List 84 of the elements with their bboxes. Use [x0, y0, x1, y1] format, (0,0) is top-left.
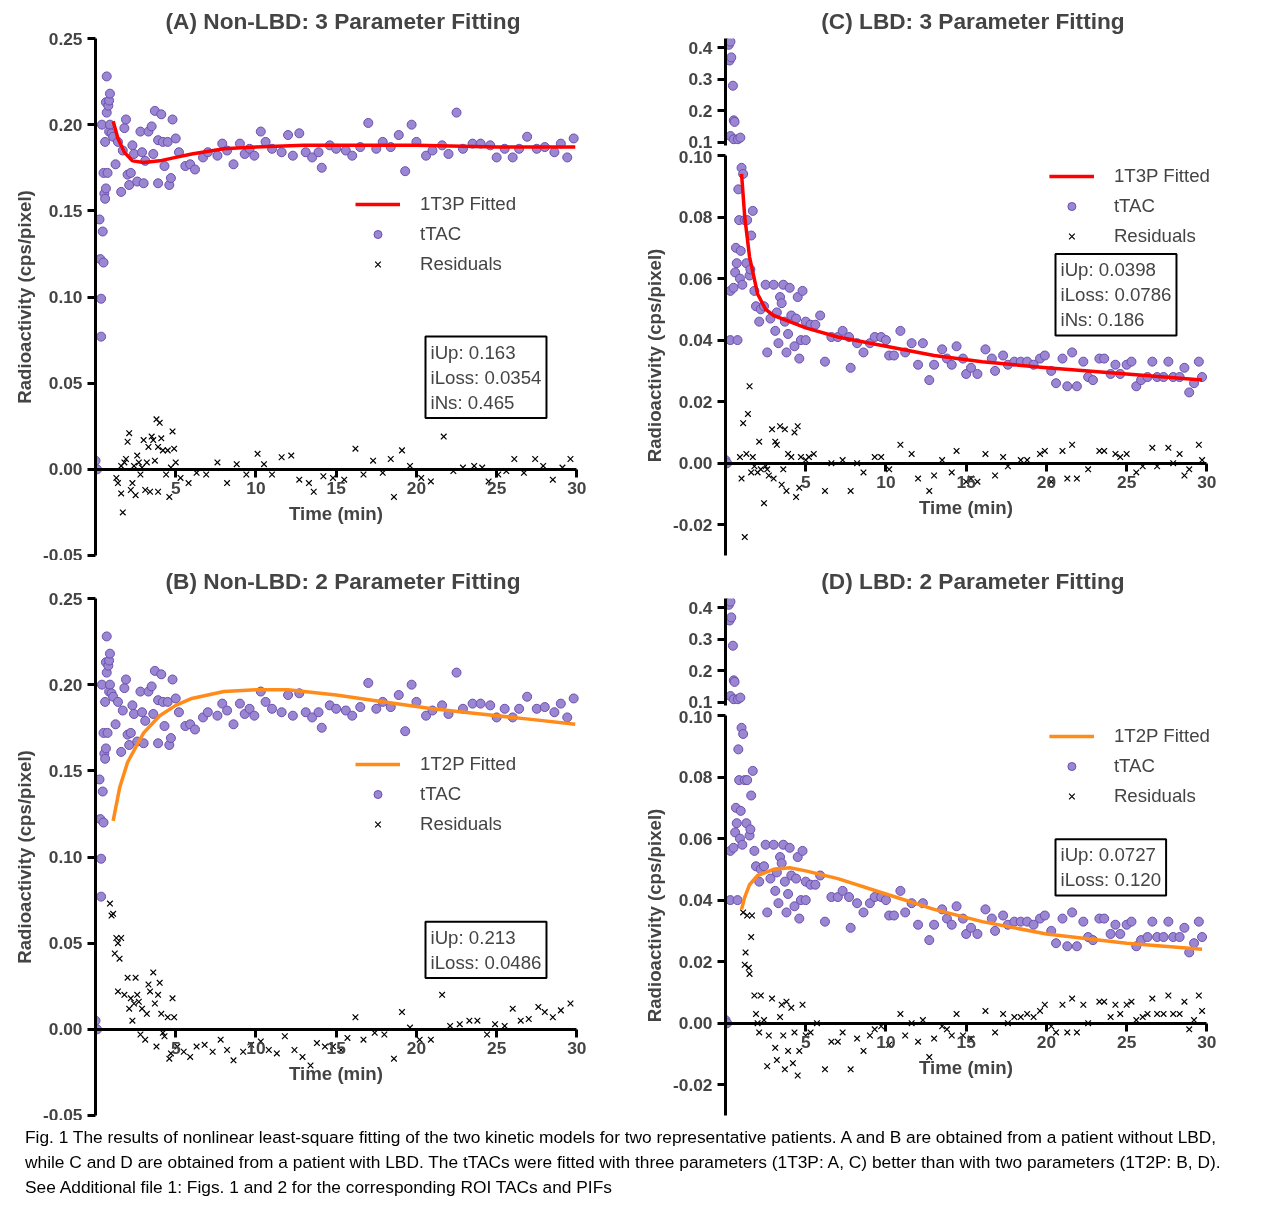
y-tick-label: 0.04 — [678, 890, 713, 911]
y-tick-label: -0.05 — [43, 544, 83, 565]
legend-label: Residuals — [420, 253, 502, 275]
y-tick-label: -0.02 — [673, 1074, 713, 1095]
legend-label: Residuals — [1113, 785, 1196, 807]
y-tick-label: 0.02 — [678, 391, 713, 412]
x-tick-label: 25 — [487, 1038, 507, 1059]
x-tick-label: 10 — [876, 1032, 896, 1053]
legend-label: Residuals — [1113, 225, 1196, 247]
y-tick-label: 0.10 — [48, 847, 83, 867]
x-tick-label: 30 — [567, 1038, 587, 1059]
y-tick-label: 0.05 — [48, 933, 83, 954]
chart-title: (D) LBD: 2 Parameter Fitting — [821, 567, 1125, 594]
legend-label: Residuals — [420, 813, 502, 835]
annotation: iUp: 0.0398 iLoss: 0.0786 iNs: 0.186 — [1060, 259, 1172, 331]
y-tick-label: -0.05 — [43, 1104, 83, 1125]
y-tick-label: 0.20 — [48, 674, 83, 695]
chart-title: (A) Non-LBD: 3 Parameter Fitting — [165, 7, 521, 34]
y-tick-label: 0.3 — [688, 629, 713, 650]
x-tick-label: 25 — [487, 478, 507, 499]
y-tick-label: 0.25 — [48, 28, 83, 49]
y-tick-label: 0.15 — [48, 200, 83, 221]
x-tick-label: 30 — [567, 478, 587, 499]
legend-label: 1T3P Fitted — [420, 193, 517, 215]
y-tick-label: 0.10 — [48, 287, 83, 307]
x-tick-label: 15 — [326, 478, 347, 499]
annotation: iUp: 0.163 iLoss: 0.0354 iNs: 0.465 — [430, 341, 542, 413]
x-axis-title: Time (min) — [919, 1056, 1013, 1078]
y-tick-label: 0.4 — [688, 597, 713, 618]
y-tick-label: 0.00 — [678, 453, 713, 474]
annotation: iUp: 0.213 iLoss: 0.0486 — [430, 926, 542, 973]
chart-title: (B) Non-LBD: 2 Parameter Fitting — [165, 567, 521, 594]
y-tick-label: 0.04 — [678, 330, 713, 351]
y-tick-label: 0.00 — [678, 1013, 713, 1034]
x-tick-label: 30 — [1197, 1032, 1217, 1053]
legend-label: 1T3P Fitted — [1113, 165, 1210, 187]
x-axis-title: Time (min) — [289, 502, 383, 524]
y-tick-label: 0.2 — [688, 100, 713, 121]
legend-label: tTAC — [1113, 755, 1156, 777]
y-tick-label: 0.08 — [678, 207, 713, 228]
caption: Fig. 1 The results of nonlinear least-square fitting of the two kinetic models for two representative patients. A and B are obtained from a patient without LBD, while C and D are obtained from a patient with LBD. The tTACs were fitted with three parameters (1T3P: A, C) better than with two parameters (1T2P: B, D). See Additional file 1: Figs. 1 and 2 for the corresponding ROI TACs and PIFs — [25, 1126, 1222, 1199]
y-tick-label: 0.4 — [688, 37, 713, 58]
x-tick-label: 10 — [246, 1038, 266, 1059]
chart-title: (C) LBD: 3 Parameter Fitting — [821, 7, 1125, 34]
y-tick-label: 0.20 — [48, 114, 83, 135]
y-tick-label: 0.00 — [48, 459, 83, 480]
x-tick-label: 20 — [406, 478, 427, 499]
y-tick-label: 0.00 — [48, 1019, 83, 1040]
x-tick-label: 10 — [876, 472, 896, 493]
x-tick-label: 20 — [406, 1038, 427, 1059]
legend-label: 1T2P Fitted — [1113, 725, 1210, 747]
y-axis-title: Radioactivity (cps/pixel) — [644, 808, 665, 1023]
x-axis-title: Time (min) — [289, 1062, 383, 1084]
x-axis-title: Time (min) — [919, 496, 1013, 518]
x-tick-label: 15 — [956, 1032, 977, 1053]
y-tick-label: 0.05 — [48, 373, 83, 394]
x-tick-label: 10 — [246, 478, 266, 499]
x-tick-label: 20 — [1036, 1032, 1057, 1053]
x-tick-label: 25 — [1117, 1032, 1137, 1053]
y-tick-label: -0.02 — [673, 514, 713, 535]
y-tick-label: 0.25 — [48, 588, 83, 609]
annotation: iUp: 0.0727 iLoss: 0.120 — [1060, 844, 1162, 891]
x-tick-label: 5 — [170, 478, 181, 499]
legend-label: tTAC — [420, 783, 462, 805]
y-tick-label: 0.06 — [678, 828, 713, 849]
point — [727, 640, 738, 651]
y-tick-label: 0.2 — [688, 660, 713, 681]
y-axis-title: Radioactivity (cps/pixel) — [14, 750, 35, 964]
legend-label: tTAC — [420, 223, 462, 245]
y-tick-label: 0.3 — [688, 69, 713, 90]
point — [727, 80, 738, 91]
x-tick-label: 30 — [1197, 472, 1217, 493]
y-axis-title: Radioactivity (cps/pixel) — [14, 190, 35, 404]
x-tick-label: 5 — [800, 1032, 811, 1053]
y-tick-label: 0.02 — [678, 951, 713, 972]
x-tick-label: 25 — [1117, 472, 1137, 493]
y-tick-label: 0.06 — [678, 268, 713, 289]
legend-label: tTAC — [1113, 195, 1156, 217]
y-axis-title: Radioactivity (cps/pixel) — [644, 248, 665, 463]
legend-label: 1T2P Fitted — [420, 753, 517, 775]
x-tick-label: 20 — [1036, 472, 1057, 493]
y-tick-label: 0.08 — [678, 767, 713, 788]
x-tick-label: 5 — [800, 472, 811, 493]
y-tick-label: 0.15 — [48, 760, 83, 781]
